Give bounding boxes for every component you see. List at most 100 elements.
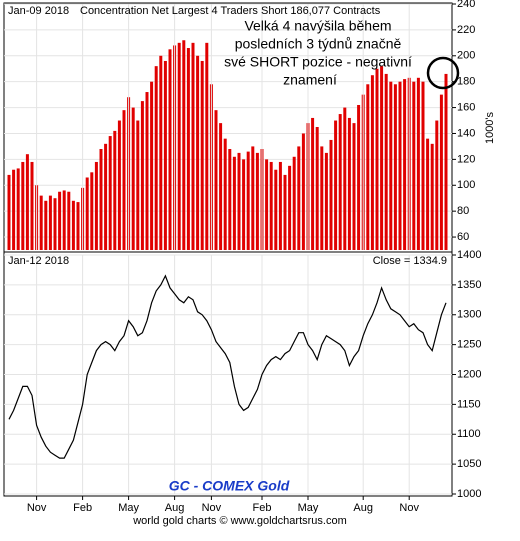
y-tick-label: 1400: [457, 249, 481, 261]
annotation-line: své SHORT pozice - negativní: [224, 54, 412, 70]
bar: [329, 139, 333, 250]
bar: [182, 40, 186, 251]
bar: [62, 190, 66, 250]
bar: [196, 55, 200, 250]
bar: [435, 120, 439, 251]
bar: [168, 49, 172, 250]
instrument-label: GC - COMEX Gold: [169, 478, 290, 494]
bar: [301, 133, 305, 250]
bar: [117, 120, 121, 251]
bar: [393, 84, 397, 250]
bar: [232, 156, 236, 250]
y-tick-label: 60: [457, 231, 469, 243]
bar: [421, 81, 425, 251]
bar: [25, 154, 29, 250]
bar: [288, 165, 292, 250]
bar: [242, 159, 246, 250]
date-label: Jan-09 2018: [8, 5, 69, 17]
bar: [145, 92, 149, 250]
bar: [16, 168, 20, 250]
bar: [315, 127, 319, 250]
bar: [140, 101, 144, 251]
bar: [352, 123, 356, 250]
y-tick-label: 1050: [457, 458, 481, 470]
annotation-line: Velká 4 navýšila během: [244, 18, 391, 34]
y-tick-label: 240: [457, 0, 475, 10]
x-tick-label: Feb: [253, 502, 272, 514]
annotation-line: posledních 3 týdnů značně: [235, 36, 402, 52]
bar: [251, 146, 255, 250]
bar: [44, 200, 48, 250]
y-tick-label: 1000: [457, 488, 481, 500]
bar: [265, 159, 269, 250]
y-tick-label: 160: [457, 101, 475, 113]
bar: [324, 152, 328, 250]
bar: [12, 169, 16, 250]
bar: [150, 81, 154, 251]
plot-layer: 60 80 100 120 140 160 180 200 220 240 1000 1050 1100…: [4, 0, 481, 514]
bar: [278, 161, 282, 250]
bar: [283, 174, 287, 250]
bar: [58, 191, 62, 250]
bar: [30, 161, 34, 250]
bar: [347, 117, 351, 250]
highlight-circle: [426, 56, 460, 90]
y-tick-label: 120: [457, 153, 475, 165]
y-tick-label: 140: [457, 127, 475, 139]
bar: [269, 161, 273, 250]
bar: [186, 48, 190, 250]
bar: [398, 81, 402, 251]
bar: [292, 156, 296, 250]
x-tick-label: May: [118, 502, 139, 514]
bar: [228, 149, 232, 250]
y-tick-label: 200: [457, 50, 475, 62]
bar: [48, 195, 52, 250]
bar: [71, 200, 75, 250]
bar: [94, 161, 98, 250]
bar: [338, 114, 342, 250]
chart-title: Concentration Net Largest 4 Traders Shor…: [80, 5, 381, 17]
bar: [21, 161, 25, 250]
bar: [191, 42, 195, 251]
annotation-line: znamení: [283, 72, 337, 88]
bar: [380, 66, 384, 250]
bar: [274, 169, 278, 250]
x-tick-label: Nov: [27, 502, 47, 514]
close-label: Close = 1334.9: [373, 255, 447, 267]
bar: [177, 42, 181, 251]
bar: [439, 94, 443, 250]
bar: [334, 120, 338, 251]
bar: [320, 146, 324, 250]
bar: [219, 123, 223, 250]
bar: [39, 195, 43, 250]
bar: [214, 110, 218, 250]
bar: [223, 138, 227, 250]
bar: [90, 172, 94, 250]
bar: [375, 68, 379, 250]
y-tick-label: 180: [457, 76, 475, 88]
bar: [366, 84, 370, 250]
x-tick-label: Aug: [353, 502, 373, 514]
y-tick-label: 1300: [457, 309, 481, 321]
bar: [403, 79, 407, 251]
x-tick-label: May: [298, 502, 319, 514]
y-tick-label: 1100: [457, 428, 481, 440]
bar: [163, 60, 167, 251]
y-tick-label: 220: [457, 24, 475, 36]
bar: [159, 55, 163, 250]
bar: [370, 75, 374, 250]
y-tick-label: 80: [457, 205, 469, 217]
annotation: Velká 4 navýšila během posledních 3 týdn…: [224, 18, 412, 88]
date-label: Jan-12 2018: [8, 255, 69, 267]
bar: [297, 146, 301, 250]
bar: [85, 177, 89, 250]
bar: [384, 73, 388, 250]
bar: [444, 73, 448, 250]
bar: [389, 81, 393, 251]
x-tick-label: Nov: [202, 502, 222, 514]
bar: [237, 152, 241, 250]
bar: [122, 110, 126, 250]
bar: [205, 42, 209, 251]
bar: [430, 143, 434, 250]
